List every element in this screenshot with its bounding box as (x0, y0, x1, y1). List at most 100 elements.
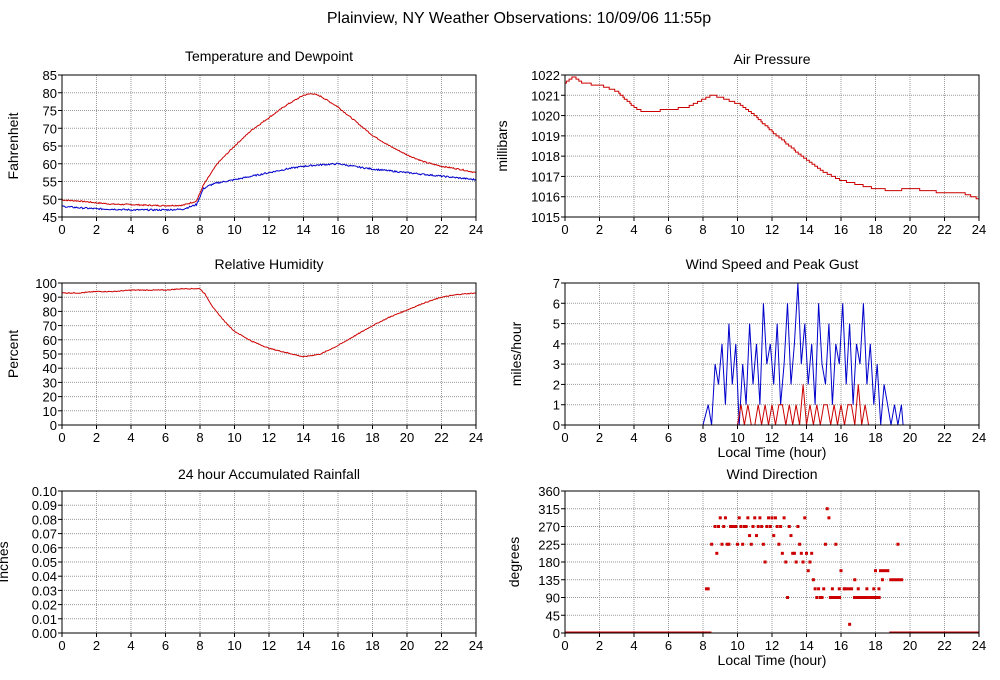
x-tick-label: 14 (296, 222, 310, 237)
plot-frame (61, 74, 477, 218)
x-tick-label: 0 (58, 638, 65, 653)
x-tick-label: 20 (903, 638, 917, 653)
direction-point (715, 551, 719, 555)
y-tick-label: 50 (43, 347, 57, 362)
x-tick-label: 22 (434, 638, 448, 653)
direction-point (779, 525, 783, 528)
direction-point (874, 569, 877, 573)
x-tick-label: 20 (903, 222, 917, 237)
x-tick-label: 20 (400, 638, 414, 653)
y-tick-label: 180 (538, 555, 560, 570)
x-tick-label: 16 (834, 430, 848, 445)
x-tick-label: 0 (58, 222, 65, 237)
chart-title: Air Pressure (733, 51, 810, 67)
direction-point (834, 542, 838, 546)
direction-point (780, 551, 784, 555)
direction-point (742, 525, 746, 528)
y-tick-label: 270 (538, 520, 560, 535)
y-tick-label: 40 (43, 361, 57, 376)
plot-frame (61, 282, 477, 426)
direction-point (865, 587, 869, 591)
x-tick-label: 24 (972, 430, 986, 445)
y-tick-label: 3 (553, 357, 560, 372)
chart-title: Wind Direction (726, 466, 817, 482)
y-tick-label: 0.10 (32, 484, 57, 499)
y-tick-label: 4 (553, 337, 560, 352)
direction-point (741, 542, 745, 546)
x-tick-label: 8 (699, 430, 706, 445)
direction-point (710, 542, 714, 546)
x-tick-label: 14 (799, 222, 813, 237)
direction-point (765, 525, 769, 528)
x-tick-label: 2 (596, 222, 603, 237)
x-tick-label: 8 (699, 222, 706, 237)
y-tick-label: 30 (43, 375, 57, 390)
x-tick-label: 22 (937, 222, 951, 237)
x-tick-label: 24 (469, 430, 483, 445)
x-tick-label: 24 (972, 222, 986, 237)
x-tick-label: 8 (196, 222, 203, 237)
direction-point (761, 542, 765, 546)
y-tick-label: 6 (553, 296, 560, 311)
y-tick-label: 90 (43, 290, 57, 305)
direction-point (837, 587, 841, 591)
direction-point (703, 631, 707, 633)
x-tick-label: 2 (596, 430, 603, 445)
y-tick-label: 100 (35, 276, 57, 291)
direction-point (760, 525, 764, 528)
direction-point (754, 534, 758, 538)
y-tick-label: 60 (43, 333, 57, 348)
series-line-blue (565, 283, 979, 425)
x-tick-label: 6 (162, 638, 169, 653)
y-tick-label: 0.01 (32, 612, 57, 627)
y-tick-label: 0.00 (32, 626, 57, 641)
x-tick-label: 22 (434, 430, 448, 445)
y-tick-label: 0 (50, 418, 57, 433)
x-tick-label: 16 (834, 222, 848, 237)
x-tick-label: 4 (127, 222, 134, 237)
x-tick-label: 0 (561, 222, 568, 237)
x-tick-label: 16 (331, 638, 345, 653)
y-tick-label: 60 (43, 157, 57, 172)
direction-point (791, 551, 795, 555)
series-line-red (62, 93, 476, 207)
direction-point (768, 525, 772, 528)
x-tick-label: 8 (196, 430, 203, 445)
direction-point (861, 596, 865, 599)
direction-point (730, 525, 734, 528)
x-tick-label: 24 (972, 638, 986, 653)
x-tick-label: 8 (699, 638, 706, 653)
y-tick-label: 50 (43, 192, 57, 207)
y-tick-label: 45 (546, 608, 560, 623)
x-tick-label: 6 (665, 222, 672, 237)
x-tick-label: 6 (665, 638, 672, 653)
direction-point (817, 587, 821, 591)
y-tick-label: 1015 (531, 210, 560, 225)
y-tick-label: 65 (43, 139, 57, 154)
y-tick-label: 0.09 (32, 498, 57, 513)
direction-point (853, 578, 857, 582)
direction-point (822, 587, 826, 591)
x-tick-label: 18 (868, 430, 882, 445)
series-line-red (565, 76, 979, 200)
y-axis-label: Inches (0, 541, 11, 582)
direction-point (815, 596, 819, 599)
page-title: Plainview, NY Weather Observations: 10/0… (327, 10, 711, 27)
direction-point (767, 516, 771, 520)
x-axis-label: Local Time (hour) (718, 444, 827, 460)
direction-point (823, 542, 827, 546)
y-tick-label: 360 (538, 484, 560, 499)
y-tick-label: 1016 (531, 190, 560, 205)
direction-point (704, 587, 708, 591)
series-group (565, 76, 979, 200)
direction-point (718, 516, 722, 520)
direction-point (727, 542, 731, 546)
direction-point (811, 578, 815, 582)
y-tick-label: 1019 (531, 129, 560, 144)
direction-point (722, 525, 726, 528)
direction-point (713, 525, 717, 528)
